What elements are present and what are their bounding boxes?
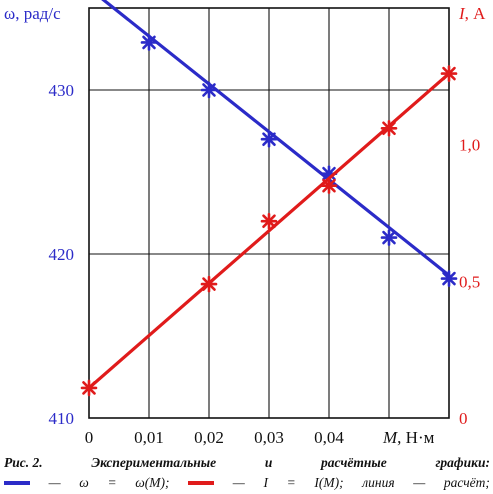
caption-word-4: графики: [435, 455, 490, 470]
y-left-axis-label: ω, рад/с [4, 4, 61, 23]
caption-eq-2: = [286, 475, 296, 490]
data-point-current [320, 177, 338, 194]
y-right-axis-label: I, А [458, 4, 486, 23]
data-point-current [260, 212, 278, 230]
caption-eq-1: = [107, 475, 117, 490]
caption-line-word: линия [362, 475, 395, 490]
figure-label: Рис. 2. [4, 455, 43, 470]
caption-dash-3: — [413, 475, 426, 490]
y-right-tick-label: 1,0 [459, 136, 480, 155]
x-tick-label: 0,04 [314, 428, 344, 447]
plot-frame [88, 7, 450, 419]
y-left-tick-label: 420 [49, 245, 75, 264]
data-point-omega [440, 270, 458, 287]
figure-caption-line-1: Рис. 2. Экспериментальные и расчётные гр… [4, 455, 490, 471]
x-tick-label: 0 [85, 428, 94, 447]
x-axis-label: M, Н·м [382, 428, 435, 447]
caption-dash-1: — [48, 475, 61, 490]
x-tick-label: 0,02 [194, 428, 224, 447]
data-point-omega [380, 229, 398, 246]
blue-legend-swatch [4, 481, 30, 485]
y-right-tick-label: 0,5 [459, 272, 480, 291]
x-tick-label: 0,01 [134, 428, 164, 447]
data-point-omega [140, 34, 158, 51]
x-tick-labels: 0 0,01 0,02 0,03 0,04 [85, 428, 345, 447]
caption-i: I [263, 475, 268, 490]
y-left-tick-label: 410 [49, 409, 75, 428]
caption-word-3: расчётные [321, 455, 387, 470]
figure-caption-line-2: — ω = ω(M); — I = I(M); линия — расчёт; [4, 475, 490, 491]
left-tick-labels: 410 420 430 [49, 81, 75, 428]
caption-calc-word: расчёт; [443, 475, 490, 490]
y-right-tick-label: 0 [459, 409, 468, 428]
caption-omega: ω [79, 475, 89, 490]
data-point-current [440, 65, 458, 82]
data-point-current [80, 379, 98, 397]
data-point-current [380, 119, 398, 137]
caption-word-1: Экспериментальные [91, 455, 217, 470]
caption-omega-of-m: ω(M); [135, 475, 170, 490]
data-point-omega [200, 81, 218, 99]
right-tick-labels: 0 0,5 1,0 [459, 136, 480, 428]
red-legend-swatch [188, 481, 215, 485]
chart: 410 420 430 0 0,5 1,0 0 0,01 0,02 0,03 0,04 ω, р… [4, 0, 486, 447]
caption-dash-2: — [232, 475, 245, 490]
caption-i-of-m: I(M); [314, 475, 344, 490]
data-point-omega [260, 130, 278, 148]
data-point-current [200, 275, 218, 293]
y-left-tick-label: 430 [49, 81, 75, 100]
series-group [80, 0, 458, 397]
x-tick-label: 0,03 [254, 428, 284, 447]
caption-word-2: и [264, 455, 273, 470]
